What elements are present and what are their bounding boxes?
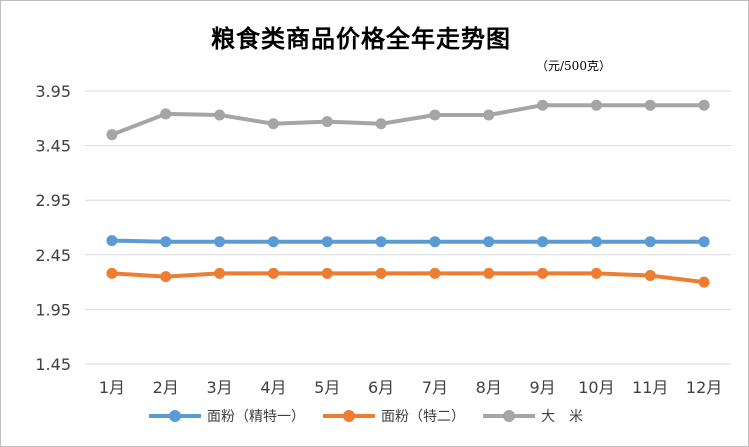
legend-swatch-series-0 <box>149 410 201 422</box>
data-point-series-1-8 <box>537 267 549 279</box>
x-tick-label-3: 4月 <box>260 378 286 397</box>
legend-marker-series-2 <box>503 410 515 422</box>
data-point-series-1-6 <box>429 267 441 279</box>
chart-unit-label: （元/500克） <box>536 59 611 73</box>
y-tick-label-1: 3.45 <box>35 137 71 156</box>
data-point-series-2-4 <box>321 116 333 128</box>
data-point-series-2-0 <box>106 129 118 141</box>
data-point-series-0-4 <box>321 236 333 248</box>
data-point-series-2-8 <box>537 99 549 111</box>
legend-swatch-series-1 <box>323 410 375 422</box>
data-point-series-0-6 <box>429 236 441 248</box>
legend-marker-series-1 <box>343 410 355 422</box>
data-point-series-1-10 <box>644 270 656 282</box>
series-line-0 <box>111 238 705 244</box>
x-tick-label-11: 12月 <box>686 378 722 397</box>
data-point-series-0-5 <box>375 236 387 248</box>
data-point-series-2-1 <box>160 108 172 120</box>
legend-item-series-1: 面粉（特二） <box>323 406 465 426</box>
data-point-series-0-0 <box>106 235 118 247</box>
legend-marker-series-0 <box>169 410 181 422</box>
data-point-series-0-8 <box>537 236 549 248</box>
x-tick-label-2: 3月 <box>206 378 232 397</box>
data-point-series-2-2 <box>214 109 226 121</box>
data-point-series-0-11 <box>698 236 710 248</box>
y-tick-label-2: 2.95 <box>35 191 71 210</box>
x-tick-label-6: 7月 <box>422 378 448 397</box>
chart-title: 粮食类商品价格全年走势图 <box>211 24 511 53</box>
legend-item-series-2: 大 米 <box>483 406 583 426</box>
data-point-series-0-10 <box>644 236 656 248</box>
series-line-1 <box>111 271 705 285</box>
x-tick-label-7: 8月 <box>476 378 502 397</box>
data-point-series-1-4 <box>321 267 333 279</box>
x-tick-label-8: 9月 <box>529 378 555 397</box>
chart-legend: 面粉（精特一） 面粉（特二） 大 米 <box>149 406 583 426</box>
x-tick-label-1: 2月 <box>153 378 179 397</box>
legend-swatch-series-2 <box>483 410 535 422</box>
data-point-series-2-11 <box>698 99 710 111</box>
legend-label-series-2: 大 米 <box>541 409 583 425</box>
data-point-series-1-7 <box>483 267 495 279</box>
legend-label-series-0: 面粉（精特一） <box>207 409 305 425</box>
legend-label-series-1: 面粉（特二） <box>381 409 465 425</box>
data-point-series-2-5 <box>375 118 387 130</box>
data-point-series-2-10 <box>644 99 656 111</box>
y-tick-label-3: 2.45 <box>35 246 71 265</box>
x-tick-label-0: 1月 <box>99 378 125 397</box>
data-point-series-1-3 <box>267 267 279 279</box>
x-tick-label-4: 5月 <box>314 378 340 397</box>
data-point-series-1-0 <box>106 267 118 279</box>
data-point-series-2-9 <box>590 99 602 111</box>
y-tick-label-5: 1.45 <box>35 355 71 374</box>
data-point-series-0-7 <box>483 236 495 248</box>
data-point-series-1-5 <box>375 267 387 279</box>
data-point-series-0-9 <box>590 236 602 248</box>
data-point-series-0-2 <box>214 236 226 248</box>
x-tick-label-5: 6月 <box>368 378 394 397</box>
y-tick-label-0: 3.95 <box>35 82 71 101</box>
legend-item-series-0: 面粉（精特一） <box>149 406 305 426</box>
x-tick-label-9: 10月 <box>578 378 614 397</box>
data-point-series-2-3 <box>267 118 279 130</box>
y-tick-label-4: 1.95 <box>35 300 71 319</box>
data-point-series-1-2 <box>214 267 226 279</box>
data-point-series-1-11 <box>698 276 710 288</box>
data-point-series-1-1 <box>160 271 172 283</box>
data-point-series-2-7 <box>483 109 495 121</box>
series-line-2 <box>111 103 705 137</box>
data-point-series-0-1 <box>160 236 172 248</box>
data-point-series-0-3 <box>267 236 279 248</box>
data-point-series-1-9 <box>590 267 602 279</box>
data-point-series-2-6 <box>429 109 441 121</box>
x-tick-label-10: 11月 <box>632 378 668 397</box>
